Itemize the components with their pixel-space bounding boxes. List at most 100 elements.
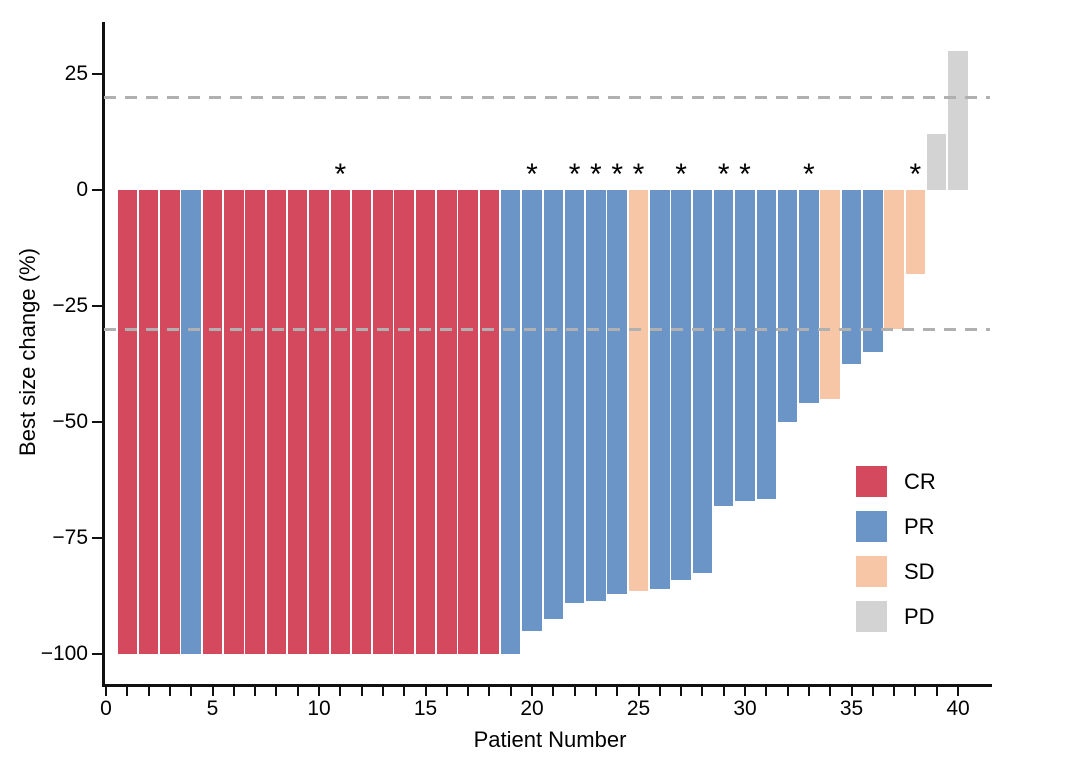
- patient-bar-33: [799, 190, 819, 404]
- patient-bar-22: [564, 190, 585, 603]
- x-axis-tick-17: [467, 686, 470, 696]
- x-axis-tick-8: [275, 686, 278, 696]
- patient-bar-36: [863, 190, 883, 353]
- x-axis-tick-label-0: 0: [100, 697, 112, 720]
- y-axis-tick--50: [92, 421, 102, 423]
- x-axis-tick-22: [573, 686, 576, 696]
- y-axis-title: Best size change (%): [15, 248, 40, 456]
- x-axis-tick-24: [616, 686, 619, 696]
- x-axis-tick-32: [786, 686, 789, 696]
- x-axis-tick-11: [339, 686, 342, 696]
- annotation-asterisk-patient-23: *: [590, 158, 602, 191]
- legend-item-pr: PR: [856, 511, 936, 542]
- patient-bar-10: [309, 190, 329, 654]
- x-axis-tick-3: [168, 686, 171, 696]
- y-axis-tick-label-25: 25: [64, 62, 88, 85]
- patient-bar-6: [224, 190, 244, 654]
- x-axis-tick-37: [893, 686, 896, 696]
- x-axis-line: [102, 684, 992, 687]
- x-axis-tick-2: [147, 686, 150, 696]
- patient-bar-15: [415, 190, 436, 654]
- y-axis-tick-label--50: −50: [52, 410, 88, 433]
- patient-bar-5: [202, 190, 223, 654]
- x-axis-tick-19: [509, 686, 512, 696]
- patient-bar-11: [330, 190, 351, 654]
- x-axis-tick-21: [552, 686, 555, 696]
- patient-bar-12: [351, 190, 372, 654]
- x-axis-tick-39: [935, 686, 938, 696]
- y-axis-tick-label-0: 0: [76, 178, 88, 201]
- upper-threshold-dashed-line: [104, 95, 990, 99]
- x-axis-tick-26: [658, 686, 661, 696]
- x-axis-tick-label-35: 35: [839, 697, 864, 720]
- x-axis-tick-9: [296, 686, 299, 696]
- x-axis-tick-23: [594, 686, 597, 696]
- patient-bar-31: [756, 190, 777, 499]
- annotation-asterisk-patient-22: *: [568, 158, 581, 191]
- legend-swatch-cr: [856, 466, 887, 497]
- patient-bar-25: [628, 190, 649, 592]
- x-axis-tick-40: [957, 686, 959, 696]
- annotation-asterisk-patient-38: *: [909, 158, 922, 191]
- patient-bar-23: [586, 190, 606, 601]
- patient-bar-26: [650, 190, 670, 590]
- annotation-asterisk-patient-20: *: [526, 158, 538, 191]
- x-axis-tick-20: [531, 686, 533, 696]
- patient-bar-1: [117, 190, 138, 654]
- x-axis-tick-30: [744, 686, 746, 696]
- patient-bar-40: [948, 50, 968, 190]
- patient-bar-32: [777, 190, 798, 422]
- patient-bar-35: [841, 190, 862, 364]
- patient-bar-17: [458, 190, 478, 654]
- x-axis-title: Patient Number: [473, 727, 627, 752]
- patient-bar-16: [437, 190, 457, 654]
- x-axis-tick-15: [424, 686, 427, 696]
- annotation-asterisk-patient-27: *: [675, 158, 687, 191]
- x-axis-tick-29: [722, 686, 725, 696]
- x-axis-tick-33: [807, 686, 810, 696]
- annotation-asterisk-patient-29: *: [717, 158, 730, 191]
- x-axis-tick-6: [232, 686, 235, 696]
- y-axis-tick-label--25: −25: [52, 294, 88, 317]
- annotation-asterisk-patient-24: *: [611, 158, 624, 191]
- x-axis-tick-label-10: 10: [307, 697, 331, 720]
- x-axis-tick-1: [126, 686, 129, 696]
- patient-bar-19: [500, 190, 521, 654]
- patient-bar-3: [160, 190, 180, 654]
- patient-bar-9: [287, 190, 308, 654]
- x-axis-tick-label-40: 40: [946, 697, 970, 720]
- x-axis-tick-27: [680, 686, 683, 696]
- x-axis-tick-label-25: 25: [626, 697, 651, 720]
- x-axis-tick-28: [701, 686, 704, 696]
- annotation-asterisk-patient-25: *: [632, 158, 645, 191]
- patient-bar-7: [245, 190, 265, 654]
- x-axis-tick-0: [105, 686, 107, 696]
- legend: CR PR SD PD: [856, 466, 936, 646]
- legend-swatch-pr: [856, 511, 887, 542]
- legend-label-cr: CR: [904, 468, 936, 494]
- patient-bar-30: [735, 190, 755, 501]
- legend-item-cr: CR: [856, 466, 936, 497]
- legend-item-pd: PD: [856, 601, 936, 632]
- patient-bar-29: [713, 190, 734, 506]
- legend-label-pr: PR: [904, 513, 935, 539]
- patient-bar-14: [394, 190, 414, 654]
- patient-bar-28: [692, 190, 713, 573]
- x-axis-tick-31: [765, 686, 768, 696]
- legend-item-sd: SD: [856, 556, 936, 587]
- y-axis-tick--100: [92, 653, 102, 655]
- x-axis-tick-34: [829, 686, 832, 696]
- x-axis-tick-13: [381, 686, 384, 696]
- patient-bar-2: [138, 190, 159, 654]
- legend-label-sd: SD: [904, 558, 935, 584]
- x-axis-tick-label-20: 20: [520, 697, 544, 720]
- x-axis-tick-label-30: 30: [733, 697, 757, 720]
- x-axis-tick-14: [403, 686, 406, 696]
- patient-bar-4: [181, 190, 201, 654]
- x-axis-tick-36: [871, 686, 874, 696]
- y-axis-line: [102, 22, 105, 685]
- y-axis-tick--25: [92, 305, 102, 307]
- x-axis-tick-4: [190, 686, 193, 696]
- x-axis-tick-7: [254, 686, 257, 696]
- legend-label-pd: PD: [904, 603, 935, 629]
